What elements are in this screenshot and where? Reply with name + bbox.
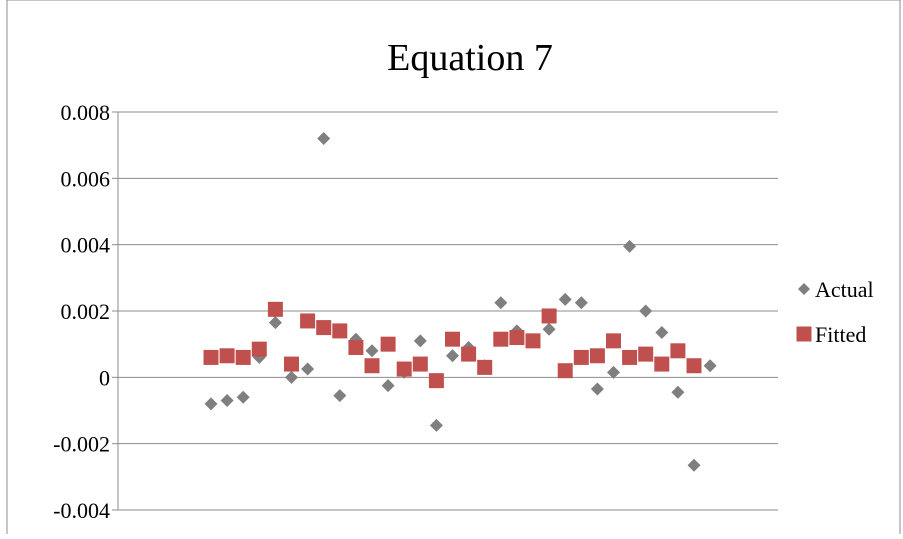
fitted-point bbox=[557, 363, 573, 379]
legend: Actual Fitted bbox=[796, 277, 874, 347]
actual-point bbox=[381, 379, 395, 393]
fitted-point bbox=[284, 356, 299, 372]
data-points bbox=[203, 132, 717, 472]
actual-point bbox=[494, 296, 508, 310]
actual-point bbox=[429, 418, 443, 432]
series-fitted bbox=[203, 301, 702, 389]
fitted-point bbox=[348, 339, 364, 355]
fitted-point bbox=[219, 348, 235, 364]
fitted-point bbox=[380, 336, 396, 352]
actual-point bbox=[639, 304, 653, 318]
actual-point bbox=[285, 370, 298, 384]
legend-fitted-marker bbox=[796, 326, 812, 342]
fitted-point bbox=[541, 308, 557, 324]
fitted-point bbox=[445, 331, 460, 347]
legend-label-actual: Actual bbox=[815, 277, 874, 302]
y-tick-label: 0.002 bbox=[61, 299, 111, 324]
fitted-point bbox=[477, 359, 493, 375]
y-tick-label: 0.004 bbox=[61, 233, 111, 258]
y-tick-label: 0 bbox=[99, 365, 110, 390]
actual-point bbox=[687, 458, 701, 472]
actual-point bbox=[333, 389, 347, 403]
actual-point bbox=[655, 326, 669, 340]
fitted-point bbox=[396, 361, 412, 377]
fitted-point bbox=[316, 320, 332, 336]
fitted-point bbox=[622, 349, 638, 365]
fitted-point bbox=[654, 356, 670, 372]
y-axis: 0.008 0.006 0.004 0.002 0 -0.002 -0.004 bbox=[53, 100, 119, 523]
fitted-point bbox=[428, 373, 444, 389]
actual-point bbox=[574, 296, 588, 310]
fitted-point bbox=[573, 349, 589, 365]
fitted-point bbox=[686, 358, 702, 374]
actual-point bbox=[558, 292, 572, 306]
actual-point bbox=[446, 349, 459, 363]
actual-point bbox=[236, 390, 250, 404]
fitted-point bbox=[638, 346, 654, 362]
gridlines bbox=[118, 111, 778, 511]
actual-point bbox=[590, 382, 604, 396]
actual-point bbox=[268, 316, 282, 330]
y-tick-label: 0.008 bbox=[61, 100, 111, 125]
fitted-point bbox=[589, 348, 605, 364]
fitted-point bbox=[412, 356, 428, 372]
actual-point bbox=[204, 397, 218, 411]
actual-point bbox=[220, 394, 234, 408]
actual-point bbox=[607, 365, 620, 379]
fitted-point bbox=[364, 358, 380, 374]
actual-point bbox=[671, 385, 685, 399]
fitted-point bbox=[235, 349, 251, 365]
actual-point bbox=[623, 239, 637, 253]
legend-label-fitted: Fitted bbox=[815, 322, 866, 347]
fitted-point bbox=[493, 331, 509, 347]
fitted-point bbox=[332, 323, 348, 339]
chart-title: Equation 7 bbox=[387, 37, 553, 79]
fitted-point bbox=[461, 346, 477, 362]
series-actual bbox=[204, 132, 717, 472]
actual-point bbox=[301, 362, 315, 376]
actual-point bbox=[317, 132, 331, 146]
actual-point bbox=[365, 344, 379, 358]
legend-actual-marker bbox=[798, 283, 810, 295]
y-tick-label: -0.002 bbox=[53, 432, 110, 457]
actual-point bbox=[413, 334, 427, 348]
fitted-point bbox=[525, 333, 541, 349]
fitted-point bbox=[251, 341, 267, 357]
fitted-point bbox=[267, 301, 283, 317]
fitted-point bbox=[670, 343, 686, 359]
fitted-point bbox=[606, 333, 621, 349]
fitted-point bbox=[203, 349, 219, 365]
actual-point bbox=[703, 359, 717, 373]
actual-point bbox=[542, 322, 556, 336]
y-tick-label: 0.006 bbox=[61, 166, 111, 191]
fitted-point bbox=[300, 313, 316, 329]
chart-border bbox=[6, 0, 901, 534]
fitted-point bbox=[509, 330, 525, 346]
y-tick-label: -0.004 bbox=[53, 498, 110, 523]
